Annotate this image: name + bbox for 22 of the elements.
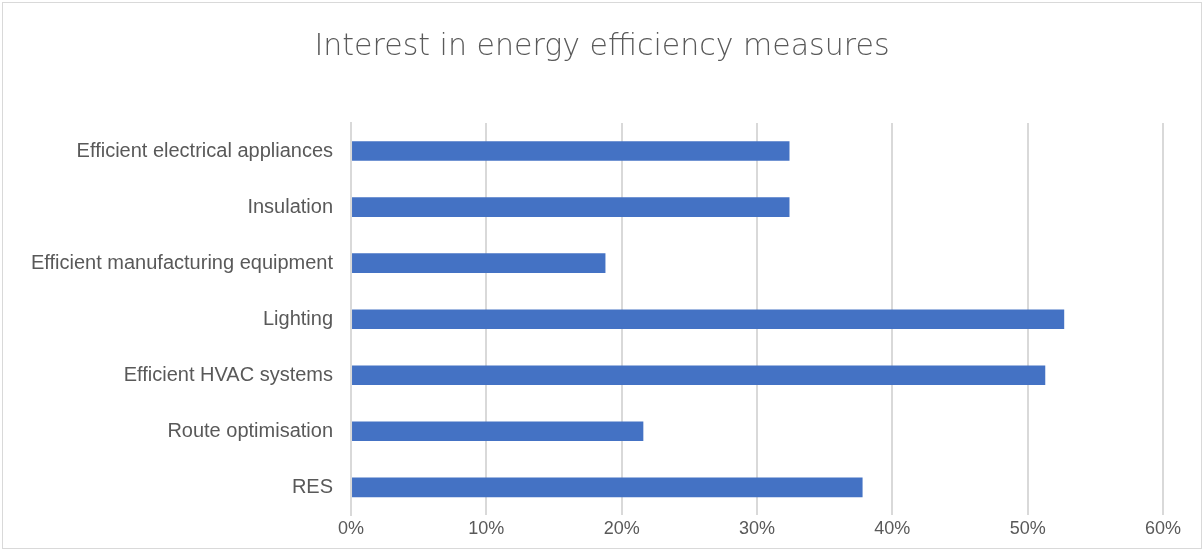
chart-title: Interest in energy efficiency measures xyxy=(313,27,891,62)
y-tick-label: Efficient electrical appliances xyxy=(76,138,334,161)
bar xyxy=(352,141,790,161)
x-tick-label: 10% xyxy=(468,518,505,539)
x-tick-label: 0% xyxy=(338,518,365,539)
x-tick-label: 40% xyxy=(874,518,911,539)
bar xyxy=(352,477,863,498)
bar xyxy=(352,309,1065,330)
x-tick-label: 20% xyxy=(603,518,640,539)
y-tick-label: Lighting xyxy=(262,306,334,329)
y-tick-label: Route optimisation xyxy=(167,418,334,441)
x-tick-label: 50% xyxy=(1009,518,1046,539)
bar xyxy=(352,197,790,217)
x-tick-label: 60% xyxy=(1144,518,1182,539)
y-tick-label: RES xyxy=(291,474,334,497)
y-tick-label: Efficient manufacturing equipment xyxy=(31,250,334,273)
bar xyxy=(352,421,644,442)
bar xyxy=(352,365,1046,386)
x-tick-label: 30% xyxy=(739,518,776,539)
bar xyxy=(352,253,606,273)
y-tick-label: Efficient HVAC systems xyxy=(123,362,334,385)
y-tick-label: Insulation xyxy=(247,194,334,217)
